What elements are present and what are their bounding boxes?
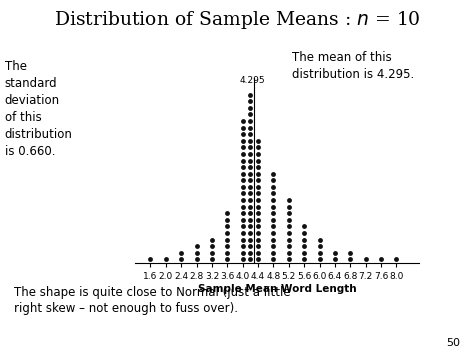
Text: 50: 50	[446, 338, 460, 348]
Text: The shape is quite close to Normal (just a little
right skew – not enough to fus: The shape is quite close to Normal (just…	[14, 286, 291, 315]
Text: Distribution of Sample Means : $n$ = 10: Distribution of Sample Means : $n$ = 10	[54, 9, 420, 31]
Text: The
standard
deviation
of this
distribution
is 0.660.: The standard deviation of this distribut…	[5, 60, 73, 158]
Text: The mean of this
distribution is 4.295.: The mean of this distribution is 4.295.	[292, 51, 414, 82]
Text: 4.295: 4.295	[239, 76, 265, 85]
X-axis label: Sample Mean Word Length: Sample Mean Word Length	[198, 284, 356, 294]
